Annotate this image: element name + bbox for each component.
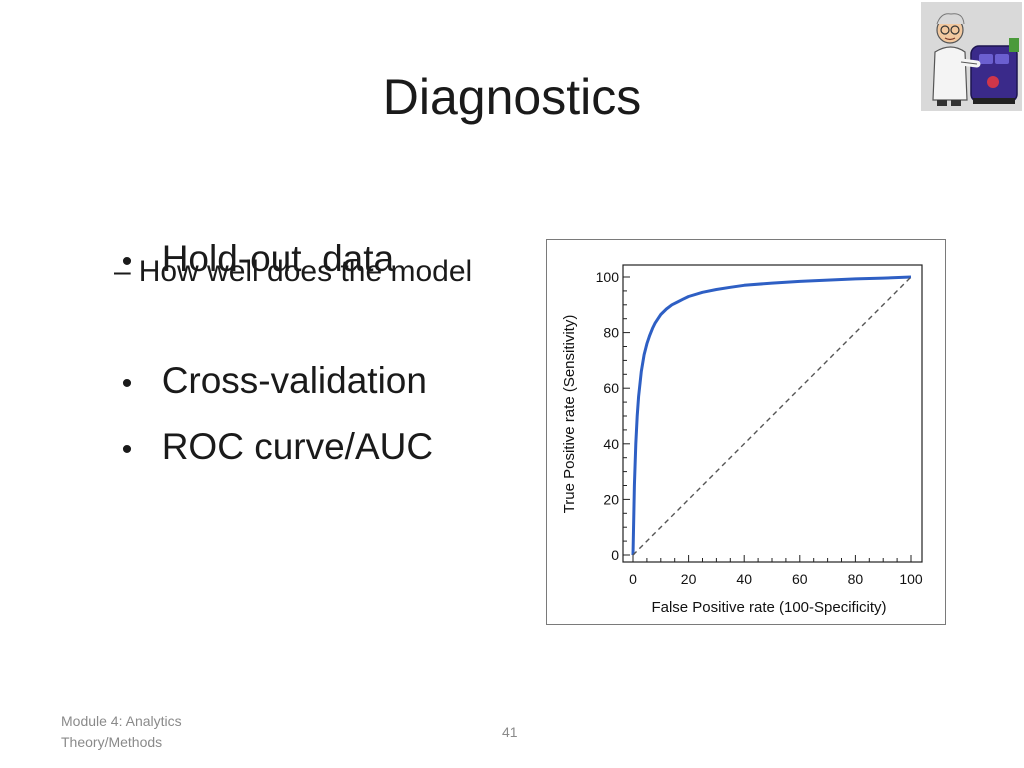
y-tick-label: 80 bbox=[603, 325, 619, 341]
y-tick-label: 40 bbox=[603, 436, 619, 452]
roc-chart: 0 20 40 60 80 100 0 20 40 60 80 100 False Positive … bbox=[561, 264, 923, 616]
sub-bullet-marker: – bbox=[114, 255, 131, 288]
roc-chart-figure: 0 20 40 60 80 100 0 20 40 60 80 100 False Positive … bbox=[546, 239, 946, 625]
y-tick-label: 60 bbox=[603, 380, 619, 396]
x-tick-label: 60 bbox=[792, 571, 808, 587]
x-tick-label: 100 bbox=[899, 571, 923, 587]
x-tick-label: 20 bbox=[681, 571, 697, 587]
y-tick-label: 20 bbox=[603, 491, 619, 507]
footer-course-line1: Module 4: Analytics bbox=[61, 713, 182, 729]
footer-course: Module 4: Analytics Theory/Methods bbox=[61, 711, 182, 753]
bullet-item: • Cross-validation bbox=[60, 312, 427, 453]
bullet-text: Cross-validation bbox=[161, 360, 427, 401]
roc-curve-line bbox=[631, 275, 912, 556]
scientist-clipart-drawing bbox=[932, 13, 1019, 106]
plot-area: 0 20 40 60 80 100 0 20 40 60 80 100 bbox=[596, 264, 923, 587]
x-tick-label: 0 bbox=[629, 571, 637, 587]
footer-course-line2: Theory/Methods bbox=[61, 734, 163, 750]
bullet-marker: • bbox=[121, 367, 133, 400]
sub-bullet-text: How well does the model bbox=[138, 255, 473, 288]
sub-bullet-item: – How well does the model bbox=[114, 253, 472, 291]
bullet-marker: • bbox=[121, 245, 133, 278]
x-axis-label: False Positive rate (100-Specificity) bbox=[651, 599, 886, 616]
slide-title: Diagnostics bbox=[382, 69, 642, 125]
scientist-clipart-icon bbox=[921, 2, 1022, 111]
bullet-item: • Hold-out data bbox=[60, 190, 394, 331]
bullet-text: Hold-out data bbox=[161, 238, 395, 279]
bullet-item: • ROC curve/AUC bbox=[60, 378, 433, 519]
y-axis-label: True Positive rate (Sensitivity) bbox=[561, 315, 578, 514]
y-tick-label: 100 bbox=[596, 269, 620, 285]
y-tick-label: 0 bbox=[611, 547, 619, 563]
x-tick-label: 40 bbox=[736, 571, 752, 587]
reference-diagonal-line bbox=[632, 276, 912, 556]
page-number: 41 bbox=[502, 724, 518, 740]
bullet-text: ROC curve/AUC bbox=[161, 426, 434, 467]
x-tick-label: 80 bbox=[848, 571, 864, 587]
bullet-marker: • bbox=[121, 433, 133, 466]
